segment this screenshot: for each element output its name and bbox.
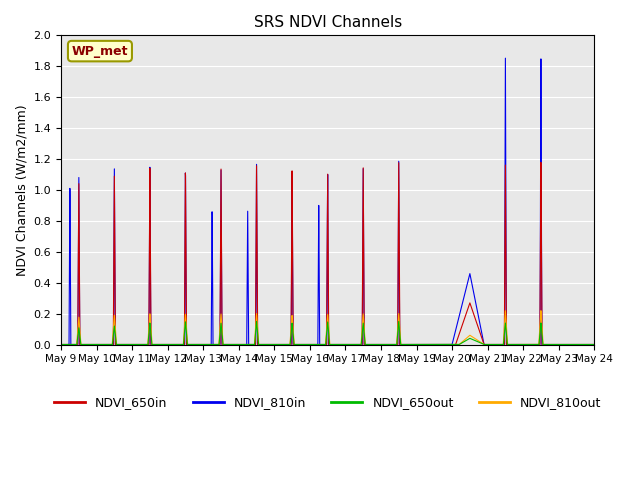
NDVI_810out (495, 342, 503, 348)
NDVI_650out (404, 342, 412, 348)
NDVI_650in (377, 342, 385, 348)
Line: NDVI_810out: NDVI_810out (61, 311, 595, 345)
NDVI_810in (154, 342, 162, 348)
NDVI_810in (455, 314, 463, 320)
NDVI_650out (455, 342, 463, 348)
NDVI_810out (57, 342, 65, 348)
Line: NDVI_650out: NDVI_650out (61, 321, 595, 345)
NDVI_650out (591, 342, 598, 348)
NDVI_650out (57, 342, 65, 348)
NDVI_650in (57, 342, 65, 348)
NDVI_810out (377, 342, 385, 348)
NDVI_650in (404, 342, 412, 348)
NDVI_810out (154, 342, 162, 348)
Title: SRS NDVI Channels: SRS NDVI Channels (253, 15, 402, 30)
NDVI_810out (591, 342, 598, 348)
NDVI_810in (591, 342, 598, 348)
NDVI_650in (261, 342, 269, 348)
NDVI_810in (495, 342, 503, 348)
NDVI_810in (404, 342, 412, 348)
NDVI_650out (261, 342, 269, 348)
NDVI_810out (404, 342, 412, 348)
NDVI_810in (502, 55, 509, 61)
NDVI_810in (377, 342, 385, 348)
NDVI_650in (495, 342, 503, 348)
NDVI_650in (154, 342, 162, 348)
NDVI_650out (253, 318, 260, 324)
NDVI_810out (455, 342, 463, 348)
NDVI_650in (455, 332, 463, 338)
Line: NDVI_810in: NDVI_810in (61, 58, 595, 345)
Legend: NDVI_650in, NDVI_810in, NDVI_650out, NDVI_810out: NDVI_650in, NDVI_810in, NDVI_650out, NDV… (49, 391, 606, 414)
NDVI_650out (154, 342, 162, 348)
NDVI_650in (591, 342, 598, 348)
NDVI_650out (377, 342, 385, 348)
NDVI_810in (261, 342, 269, 348)
Text: WP_met: WP_met (72, 45, 128, 58)
Line: NDVI_650in: NDVI_650in (61, 162, 595, 345)
NDVI_650in (537, 159, 545, 165)
NDVI_650out (496, 342, 504, 348)
Y-axis label: NDVI Channels (W/m2/mm): NDVI Channels (W/m2/mm) (15, 104, 28, 276)
NDVI_810out (261, 342, 269, 348)
NDVI_810out (537, 308, 545, 313)
NDVI_810in (57, 342, 65, 348)
